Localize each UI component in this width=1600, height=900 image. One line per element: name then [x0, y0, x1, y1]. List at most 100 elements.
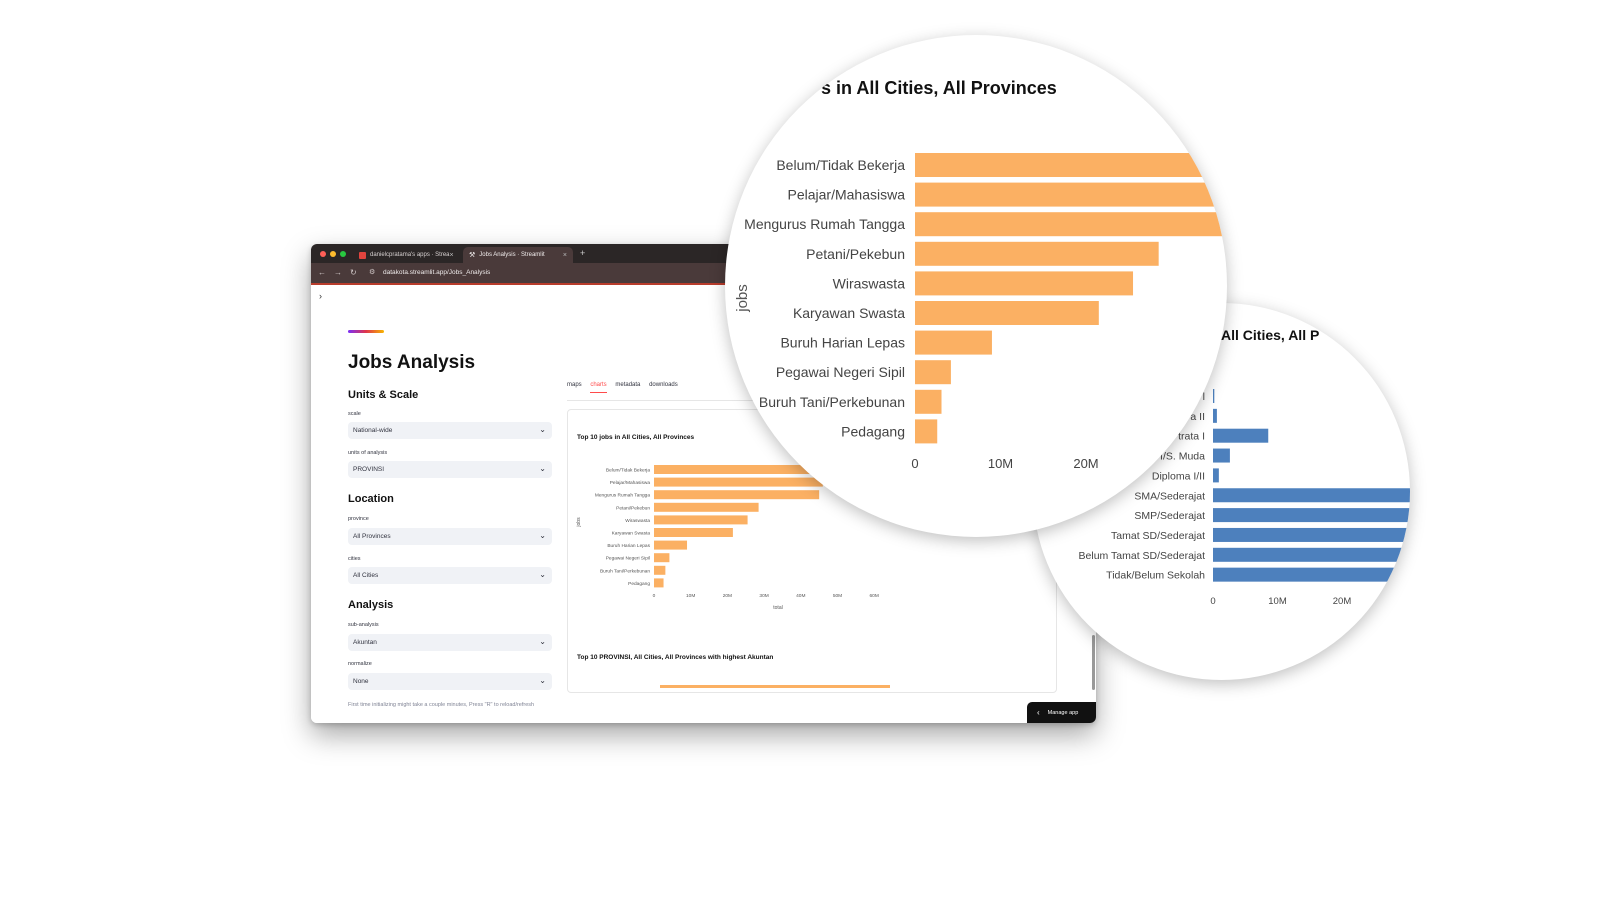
x-tick-label: 20M: [1333, 596, 1352, 607]
bar: [654, 465, 827, 474]
category-label: SMA/Sederajat: [1134, 490, 1205, 502]
bar: [915, 212, 1227, 237]
category-label: trata I: [1178, 431, 1205, 443]
chevron-down-icon: ⌄: [539, 531, 546, 540]
category-label: Buruh Tani/Perkebunan: [600, 568, 650, 574]
section-location: Location: [348, 493, 394, 505]
category-label: Karyawan Swasta: [793, 305, 905, 321]
province-label: province: [348, 516, 369, 522]
close-tab-icon[interactable]: ×: [562, 251, 567, 259]
x-tick-label: 20M: [1073, 456, 1098, 471]
sub-analysis-label: sub-analysis: [348, 622, 379, 628]
normalize-select[interactable]: None ⌄: [348, 673, 552, 690]
scrollbar[interactable]: [1092, 635, 1095, 690]
chevron-down-icon: ⌄: [539, 570, 546, 579]
tab-label: danielcpratama's apps · Strea: [370, 252, 450, 258]
minimize-window-button[interactable]: [330, 251, 336, 257]
decorative-gradient-bar: [348, 330, 384, 333]
jobs-bar-chart-zoomed: Belum/Tidak Bekerja Pelajar/Mahasiswa Meng…: [734, 153, 1227, 471]
y-axis-label: jobs: [576, 517, 582, 528]
new-tab-icon[interactable]: +: [580, 248, 586, 258]
bar: [915, 330, 992, 355]
category-label: Pelajar/Mahasiswa: [610, 480, 651, 486]
forward-icon[interactable]: →: [334, 268, 342, 277]
bar: [654, 477, 823, 487]
x-tick-label: 0: [1210, 596, 1215, 607]
bar: [654, 540, 688, 550]
x-tick-label: 10M: [686, 593, 695, 599]
category-label: Belum/Tidak Bekerja: [606, 468, 650, 474]
cities-select[interactable]: All Cities ⌄: [348, 567, 552, 584]
sidebar-toggle-icon[interactable]: ›: [319, 291, 322, 301]
cities-value: All Cities: [353, 572, 379, 579]
category-label: Diploma I/II: [1152, 470, 1205, 482]
category-label: Belum/Tidak Bekerja: [776, 157, 905, 173]
tab-metadata[interactable]: metadata: [615, 382, 641, 388]
url-field[interactable]: datakota.streamlit.app/Jobs_Analysis: [383, 269, 491, 276]
jobs-bar-chart: Belum/Tidak Bekerja Pelajar/Mahasiswa Meng…: [576, 465, 879, 611]
section-units-scale: Units & Scale: [348, 389, 419, 401]
category-label: Pegawai Negeri Sipil: [606, 556, 650, 562]
cities-label: cities: [348, 556, 361, 562]
tools-favicon-icon: ⚒: [469, 252, 476, 259]
category-label: Buruh Harian Lepas: [780, 335, 905, 351]
bar: [1213, 527, 1410, 542]
streamlit-favicon-icon: [359, 251, 366, 259]
education-bar-chart: l a II trata I I/S. Muda Diploma I/II SMA/Sed…: [1079, 389, 1410, 607]
normalize-value: None: [353, 678, 369, 685]
close-tab-icon[interactable]: ×: [449, 251, 454, 259]
province-value: All Provinces: [353, 533, 391, 540]
category-label: Belum Tamat SD/Sederajat: [1079, 550, 1206, 562]
tab-maps[interactable]: maps: [567, 382, 582, 388]
bar: [654, 565, 666, 575]
bar: [1213, 468, 1219, 483]
bar: [654, 515, 748, 525]
bar: [1213, 408, 1217, 423]
reload-icon[interactable]: ↻: [350, 268, 357, 277]
bar: [915, 389, 942, 414]
scale-select[interactable]: National-wide ⌄: [348, 422, 552, 439]
site-settings-icon[interactable]: ⚙: [369, 269, 376, 276]
tab-charts[interactable]: charts: [590, 382, 607, 393]
units-label: units of analysis: [348, 450, 388, 456]
x-tick-label: 10M: [988, 456, 1013, 471]
x-tick-label: 40M: [796, 593, 805, 599]
category-label: a II: [1190, 411, 1205, 423]
maximize-window-button[interactable]: [340, 251, 346, 257]
bar: [1213, 389, 1215, 403]
category-label: l: [1203, 391, 1205, 403]
x-tick-label: 30M: [759, 593, 768, 599]
category-label: I/S. Muda: [1160, 451, 1205, 463]
view-tabs: maps charts metadata downloads: [567, 382, 685, 393]
back-icon[interactable]: ←: [318, 268, 326, 277]
category-label: Mengurus Rumah Tangga: [595, 493, 650, 499]
bar: [654, 553, 670, 563]
tab-downloads[interactable]: downloads: [649, 382, 678, 388]
tab-label: Jobs Analysis · Streamlit: [479, 252, 545, 258]
category-label: Wiraswasta: [625, 518, 650, 524]
bar: [915, 241, 1159, 266]
chart-title: Top 10 jobs in All Cities, All Provinces: [577, 434, 695, 441]
magnifier-jobs-chart: s in All Cities, All Provinces Belum/Tid…: [725, 35, 1227, 537]
units-select[interactable]: PROVINSI ⌄: [348, 461, 552, 478]
page-title: Jobs Analysis: [348, 352, 476, 373]
category-label: Pedagang: [628, 581, 650, 587]
chevron-down-icon: ⌄: [539, 676, 546, 685]
category-label: Petani/Pekebun: [806, 246, 905, 262]
x-tick-label: 20M: [723, 593, 732, 599]
bar: [915, 301, 1099, 325]
manage-app-button[interactable]: ‹ Manage app: [1027, 702, 1096, 723]
close-window-button[interactable]: [320, 251, 326, 257]
tab-streamlit-apps[interactable]: danielcpratama's apps · Strea ×: [353, 247, 459, 263]
y-axis-label: jobs: [734, 284, 751, 313]
units-value: PROVINSI: [353, 466, 385, 473]
bar: [1213, 448, 1230, 463]
sub-analysis-select[interactable]: Akuntan ⌄: [348, 634, 552, 651]
bar: [654, 490, 820, 500]
tab-jobs-analysis[interactable]: ⚒ Jobs Analysis · Streamlit ×: [463, 247, 573, 263]
chevron-down-icon: ⌄: [539, 637, 546, 646]
bar: [1213, 428, 1269, 443]
section-analysis: Analysis: [348, 599, 394, 611]
province-select[interactable]: All Provinces ⌄: [348, 528, 552, 545]
bar: [1213, 567, 1410, 582]
